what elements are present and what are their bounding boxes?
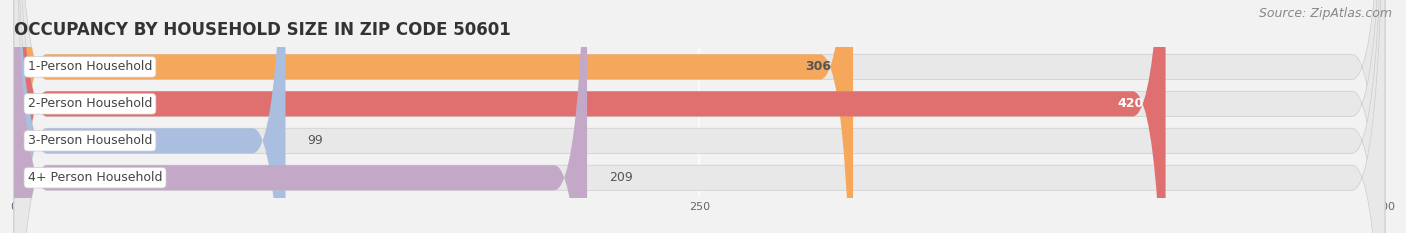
Text: Source: ZipAtlas.com: Source: ZipAtlas.com [1258,7,1392,20]
Text: 209: 209 [609,171,633,184]
Text: 3-Person Household: 3-Person Household [28,134,152,147]
FancyBboxPatch shape [14,0,588,233]
Text: 99: 99 [308,134,323,147]
FancyBboxPatch shape [14,0,853,233]
Text: 306: 306 [806,60,831,73]
Text: 420: 420 [1118,97,1143,110]
FancyBboxPatch shape [14,0,1385,233]
Text: 2-Person Household: 2-Person Household [28,97,152,110]
FancyBboxPatch shape [14,0,1385,233]
FancyBboxPatch shape [14,0,1385,233]
Text: OCCUPANCY BY HOUSEHOLD SIZE IN ZIP CODE 50601: OCCUPANCY BY HOUSEHOLD SIZE IN ZIP CODE … [14,21,510,39]
FancyBboxPatch shape [14,0,1385,233]
Text: 4+ Person Household: 4+ Person Household [28,171,162,184]
Text: 1-Person Household: 1-Person Household [28,60,152,73]
FancyBboxPatch shape [14,0,1166,233]
FancyBboxPatch shape [14,0,285,233]
